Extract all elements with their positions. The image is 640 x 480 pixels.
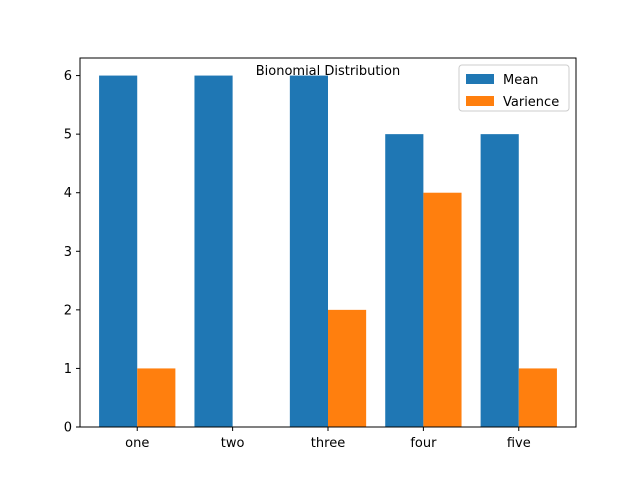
bar-mean-one xyxy=(99,75,138,428)
y-tick-label: 1 xyxy=(64,362,72,377)
legend-label-varience: Varience xyxy=(503,95,559,110)
y-tick-label: 3 xyxy=(64,245,72,260)
y-tick-label: 4 xyxy=(64,186,72,201)
bar-varience-five xyxy=(518,368,557,427)
y-tick-label: 0 xyxy=(64,421,72,436)
bar-varience-four xyxy=(423,192,462,427)
x-tick-label-three: three xyxy=(311,436,345,451)
x-tick-label-four: four xyxy=(410,436,437,451)
x-tick-label-two: two xyxy=(221,436,245,451)
bar-mean-two xyxy=(194,75,233,428)
legend-label-mean: Mean xyxy=(503,73,538,88)
bars-layer xyxy=(99,75,557,428)
legend: Mean Varience xyxy=(458,64,570,112)
chart-title: Bionomial Distribution xyxy=(256,64,401,79)
bar-varience-three xyxy=(328,309,367,427)
bar-mean-five xyxy=(480,134,519,427)
bar-varience-one xyxy=(137,368,176,427)
legend-swatch-varience xyxy=(466,96,494,106)
y-tick-label: 6 xyxy=(64,69,72,84)
legend-swatch-mean xyxy=(466,74,494,84)
bar-mean-four xyxy=(385,134,424,427)
x-tick-label-five: five xyxy=(507,436,531,451)
ticks-layer: 0 1 2 3 4 5 6 one two three four five xyxy=(64,69,531,451)
y-tick-label: 5 xyxy=(64,128,72,143)
bar-mean-three xyxy=(289,75,328,428)
y-tick-label: 2 xyxy=(64,303,72,318)
x-tick-label-one: one xyxy=(125,436,149,451)
